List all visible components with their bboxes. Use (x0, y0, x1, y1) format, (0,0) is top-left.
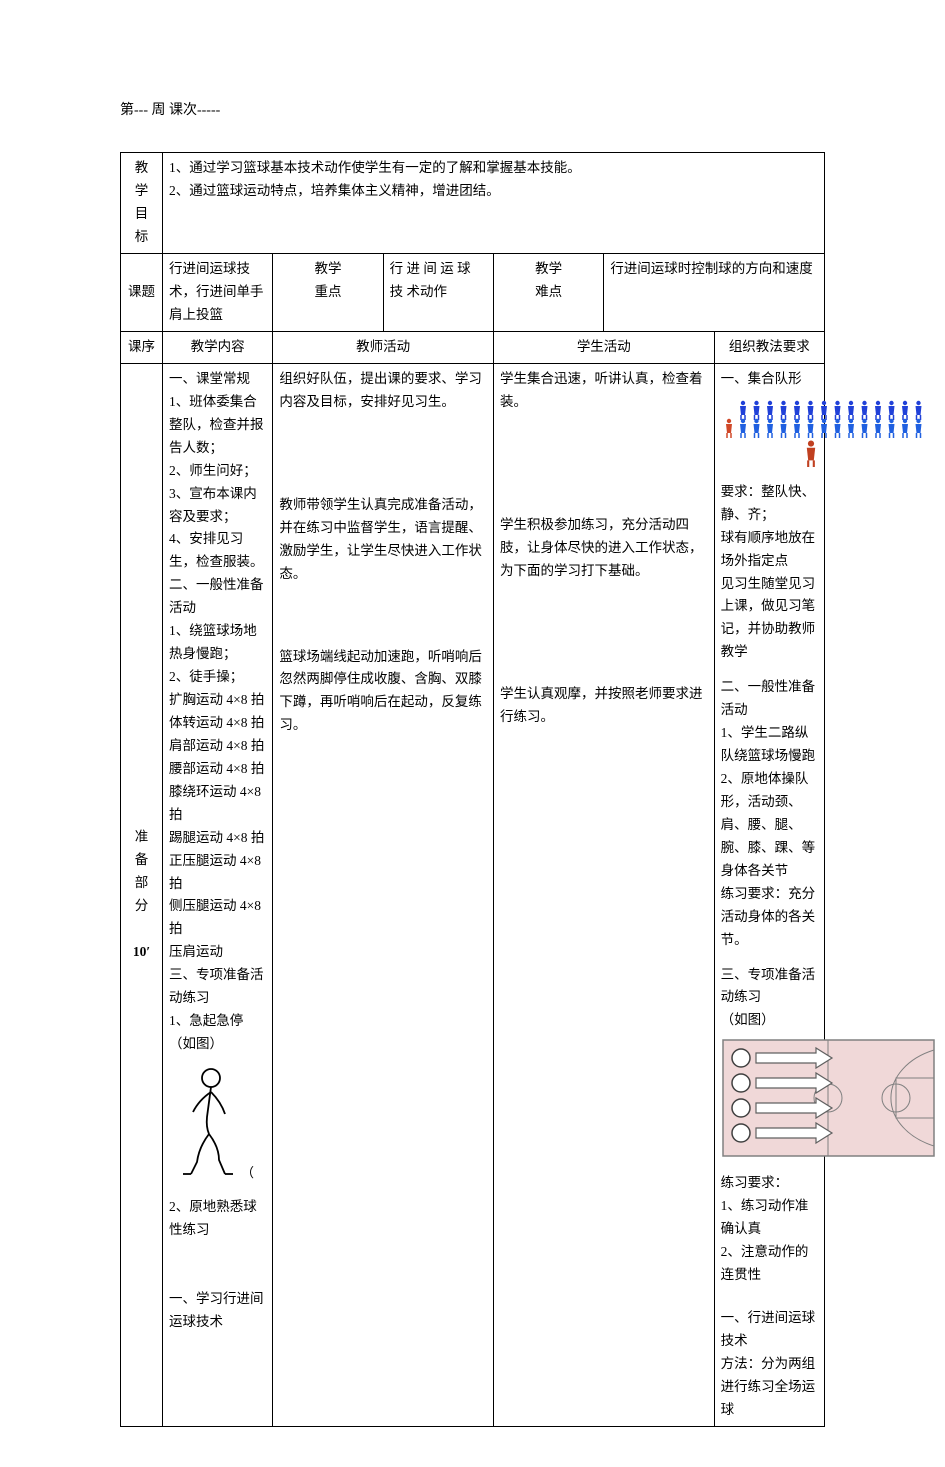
header-c1: 课序 (121, 331, 163, 363)
goals-content: 1、通过学习篮球基本技术动作使学生有一定的了解和掌握基本技能。 2、通过篮球运动… (169, 157, 818, 203)
org-1-title: 一、集合队形 (721, 368, 818, 391)
org-2-title: 二、一般性准备活动 (721, 676, 818, 722)
teacher-activity-2: 教师带领学生认真完成准备活动，并在练习中监督学生，语言提醒、激励学生，让学生尽快… (279, 494, 487, 586)
table-row: 课序 教学内容 教师活动 学生活动 组织教法要求 (121, 331, 825, 363)
difficulty-content-cell: 行进间运球时控制球的方向和速度 (604, 254, 825, 332)
svg-text:（: （ (241, 1165, 254, 1180)
table-row: 准备部分 10′ 一、课堂常规 1、班体委集合整队，检查并报告人数； 2、师生问… (121, 363, 825, 1426)
focus-content: 行 进 间 运 球 技 术动作 (390, 261, 471, 299)
page-header: 第--- 周 课次----- (120, 100, 825, 122)
goals-label-cell: 教 学目 标 (121, 153, 163, 254)
teaching-content-1: 一、课堂常规 1、班体委集合整队，检查并报告人数； 2、师生问好； 3、宣布本课… (169, 368, 266, 1056)
lesson-plan-table: 教 学目 标 1、通过学习篮球基本技术动作使学生有一定的了解和掌握基本技能。 2… (120, 152, 825, 1426)
org-3-title: 三、专项准备活动练习 （如图） (721, 964, 818, 1033)
student-activity-2: 学生积极参加练习，充分活动四肢，让身体尽快的进入工作状态，为下面的学习打下基础。 (500, 514, 708, 583)
student-activity-3: 学生认真观摩，并按照老师要求进行练习。 (500, 683, 708, 729)
org-1-req: 要求：整队快、静、齐； 球有顺序地放在场外指定点 见习生随堂见习上课，做见习笔记… (721, 481, 818, 665)
focus-label: 教学重点 (314, 261, 341, 299)
phase-label-cell: 准备部分 10′ (121, 363, 163, 1426)
org-3-req: 练习要求： 1、练习动作准确认真 2、注意动作的连贯性 (721, 1172, 818, 1287)
header-c3: 教师活动 (273, 331, 494, 363)
student-activity-cell: 学生集合迅速，听讲认真，检查着装。 学生积极参加练习，充分活动四肢，让身体尽快的… (493, 363, 714, 1426)
focus-content-cell: 行 进 间 运 球 技 术动作 (383, 254, 493, 332)
phase-time: 10′ (127, 941, 156, 964)
header-c2: 教学内容 (163, 331, 273, 363)
formation-icon (721, 397, 936, 467)
topic-label: 课题 (128, 284, 155, 299)
difficulty-content: 行进间运球时控制球的方向和速度 (610, 261, 813, 276)
teacher-activity-1: 组织好队伍，提出课的要求、学习内容及目标，安排好见习生。 (279, 368, 487, 414)
teaching-content-2: 2、原地熟悉球性练习 一、学习行进间运球技术 (169, 1196, 266, 1334)
goals-content-cell: 1、通过学习篮球基本技术动作使学生有一定的了解和掌握基本技能。 2、通过篮球运动… (163, 153, 825, 254)
org-content-cell: 一、集合队形 要求：整队快、静、齐； 球有顺序地放在场外指定点 见习生随堂见习上… (714, 363, 824, 1426)
week-label: 第--- 周 课次----- (120, 103, 220, 118)
table-row: 课题 行进间运球技术，行进间单手肩上投篮 教学重点 行 进 间 运 球 技 术动… (121, 254, 825, 332)
stop-figure-icon: （ (169, 1062, 259, 1182)
topic-label-cell: 课题 (121, 254, 163, 332)
focus-label-cell: 教学重点 (273, 254, 383, 332)
header-c4: 学生活动 (493, 331, 714, 363)
topic-content-cell: 行进间运球技术，行进间单手肩上投篮 (163, 254, 273, 332)
goals-label: 教 学目 标 (127, 157, 156, 249)
student-activity-1: 学生集合迅速，听讲认真，检查着装。 (500, 368, 708, 414)
court-diagram-icon (721, 1038, 936, 1158)
difficulty-label: 教学难点 (535, 261, 562, 299)
phase-label: 准备部分 10′ (127, 826, 156, 964)
difficulty-label-cell: 教学难点 (493, 254, 603, 332)
teacher-activity-cell: 组织好队伍，提出课的要求、学习内容及目标，安排好见习生。 教师带领学生认真完成准… (273, 363, 494, 1426)
org-4: 一、行进间运球技术 方法：分为两组进行练习全场运球 (721, 1307, 818, 1422)
org-2-content: 1、学生二路纵队绕篮球场慢跑 2、原地体操队形，活动颈、肩、腰、腿、腕、膝、踝、… (721, 722, 818, 951)
topic-content: 行进间运球技术，行进间单手肩上投篮 (169, 261, 264, 322)
table-row: 教 学目 标 1、通过学习篮球基本技术动作使学生有一定的了解和掌握基本技能。 2… (121, 153, 825, 254)
teaching-content-cell: 一、课堂常规 1、班体委集合整队，检查并报告人数； 2、师生问好； 3、宣布本课… (163, 363, 273, 1426)
teacher-activity-3: 篮球场端线起动加速跑，听哨响后忽然两脚停住成收腹、含胸、双膝下蹲，再听哨响后在起… (279, 646, 487, 738)
header-c5: 组织教法要求 (714, 331, 824, 363)
